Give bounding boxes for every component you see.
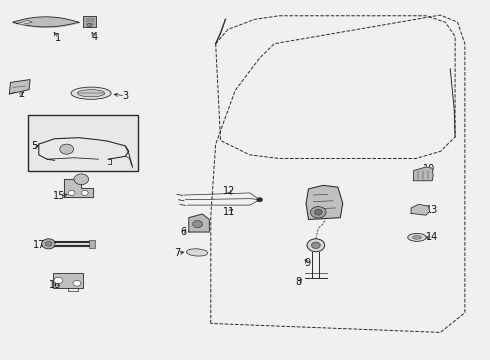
Text: 13: 13 [425, 206, 438, 216]
Polygon shape [306, 185, 343, 220]
Ellipse shape [71, 87, 111, 99]
Circle shape [54, 277, 63, 284]
Text: 3: 3 [122, 91, 128, 101]
Polygon shape [414, 167, 433, 181]
Polygon shape [16, 21, 32, 24]
Circle shape [312, 242, 320, 248]
Ellipse shape [77, 90, 105, 97]
Text: 10: 10 [422, 164, 435, 174]
Circle shape [315, 210, 322, 215]
Text: 4: 4 [92, 32, 98, 41]
Text: 14: 14 [425, 232, 438, 242]
Text: 12: 12 [223, 186, 236, 197]
Circle shape [74, 174, 89, 185]
Circle shape [193, 221, 202, 228]
Text: 7: 7 [174, 248, 181, 258]
Circle shape [307, 239, 325, 252]
Text: 11: 11 [223, 207, 236, 217]
Text: 6: 6 [180, 227, 186, 237]
Circle shape [73, 280, 81, 286]
Polygon shape [53, 273, 83, 288]
Circle shape [87, 23, 92, 27]
Circle shape [45, 241, 52, 246]
Polygon shape [9, 80, 30, 94]
Ellipse shape [408, 233, 426, 241]
Circle shape [68, 190, 75, 195]
Polygon shape [83, 17, 97, 27]
Text: 16: 16 [49, 280, 62, 290]
Ellipse shape [413, 235, 421, 239]
Text: 15: 15 [53, 191, 66, 201]
Text: 2: 2 [18, 89, 24, 99]
Circle shape [257, 198, 263, 202]
Circle shape [42, 239, 55, 249]
Text: 5: 5 [31, 141, 37, 151]
Text: 9: 9 [304, 258, 311, 268]
Circle shape [81, 190, 88, 195]
Polygon shape [89, 239, 95, 248]
Polygon shape [411, 204, 430, 215]
Text: 17: 17 [33, 240, 45, 250]
FancyBboxPatch shape [28, 115, 139, 171]
Polygon shape [189, 214, 209, 232]
Ellipse shape [186, 249, 208, 256]
Circle shape [60, 144, 74, 154]
Text: 8: 8 [295, 277, 302, 287]
Text: 1: 1 [55, 33, 61, 43]
Polygon shape [64, 179, 93, 197]
Circle shape [311, 207, 326, 218]
